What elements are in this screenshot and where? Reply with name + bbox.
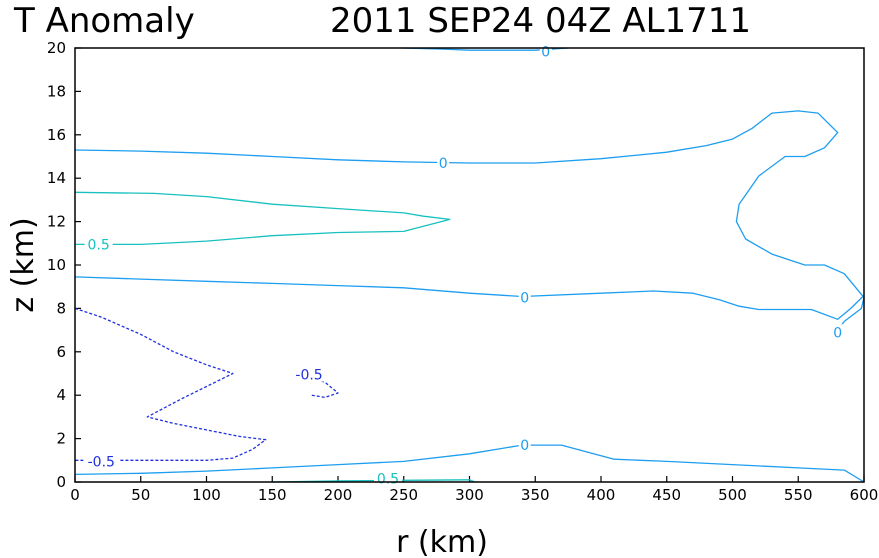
x-tick-label: 150 (258, 486, 287, 504)
y-tick-label: 6 (56, 343, 66, 361)
x-tick-label: 0 (70, 486, 80, 504)
contour-label: 0 (520, 438, 529, 454)
x-axis-label: r (km) (396, 525, 488, 558)
contour-line-0 (74, 110, 865, 331)
y-tick-label: 18 (47, 82, 66, 100)
x-axis-ticks: 0 50 100 150 200 250 300 350 400 450 500 550 600 (70, 476, 878, 504)
contour-label: 0 (833, 325, 842, 341)
contour-label: 0.5 (88, 237, 110, 253)
chart-title-right: 2011 SEP24 04Z AL1711 (330, 1, 751, 41)
x-tick-label: 450 (652, 486, 681, 504)
contour-line-0.5 (74, 191, 451, 246)
contour-line-minus-0.5 (311, 377, 339, 399)
contour-lines: 0 0 0 0 0 0.5 0.5 -0.5 -0.5 (74, 43, 865, 488)
y-tick-label: 14 (47, 169, 66, 187)
x-tick-label: 350 (521, 486, 550, 504)
y-tick-label: 2 (56, 430, 66, 448)
contour-label-bg (437, 155, 450, 171)
contour-label-bg (539, 43, 552, 59)
x-tick-label: 500 (718, 486, 747, 504)
contour-label-bg (291, 366, 328, 382)
contour-label: 0.5 (377, 472, 399, 488)
x-tick-label: 300 (455, 486, 484, 504)
y-tick-label: 0 (56, 473, 66, 491)
contour-label-bg (831, 324, 844, 340)
y-tick-label: 12 (47, 213, 66, 231)
contour-label: -0.5 (295, 368, 322, 384)
contour-label: 0 (541, 44, 550, 60)
x-tick-label: 50 (131, 486, 150, 504)
contour-label-bg (518, 437, 531, 453)
contour-label: 0 (520, 291, 529, 307)
contour-label-bg (84, 236, 113, 252)
contour-line-minus-0.5 (74, 307, 267, 461)
y-tick-label: 8 (56, 299, 66, 317)
y-axis-label: z (km) (6, 217, 41, 312)
y-tick-label: 20 (47, 39, 66, 57)
chart-title-left: T Anomaly (13, 1, 195, 41)
contour-label: 0 (439, 156, 448, 172)
x-tick-label: 100 (192, 486, 221, 504)
contour-label-bg (518, 289, 531, 305)
x-tick-label: 550 (784, 486, 813, 504)
contour-label: -0.5 (88, 454, 115, 470)
y-tick-label: 10 (47, 256, 66, 274)
x-tick-label: 200 (324, 486, 353, 504)
y-axis-ticks: 0 2 4 6 8 10 12 14 16 18 20 (47, 39, 81, 491)
plot-frame (74, 47, 865, 483)
contour-label-bg (83, 453, 120, 469)
contour-line-0 (74, 276, 865, 320)
y-tick-label: 4 (56, 386, 66, 404)
y-tick-label: 16 (47, 126, 66, 144)
x-tick-label: 250 (389, 486, 418, 504)
x-tick-label: 600 (850, 486, 879, 504)
x-tick-label: 400 (587, 486, 616, 504)
